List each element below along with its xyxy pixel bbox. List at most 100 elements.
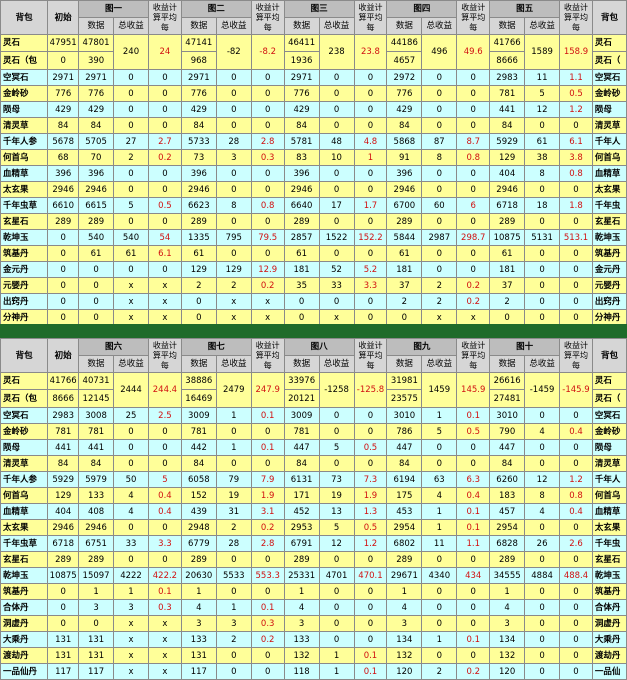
total-gain: 0: [421, 69, 458, 86]
data-value: 2971: [283, 69, 320, 86]
total-gain: 0: [318, 213, 355, 230]
row-label-right: 渡劫丹: [591, 647, 627, 664]
total-gain: 0: [421, 439, 458, 456]
avg-gain: 0: [147, 551, 182, 568]
avg-gain: 0: [456, 261, 491, 278]
data-value: 781: [78, 423, 115, 440]
total-gain: 87: [421, 133, 458, 150]
row-label: 筑基丹: [0, 583, 49, 600]
data-value: 117: [78, 663, 115, 680]
avg-header: 收益计算平均每: [559, 338, 593, 373]
avg-gain: 0: [559, 117, 593, 134]
data-value: 4: [180, 599, 217, 616]
avg-gain: 0: [147, 213, 182, 230]
avg-gain: 145.9: [456, 372, 491, 408]
avg-gain: 0: [147, 261, 182, 278]
avg-gain: 0: [250, 165, 285, 182]
avg-gain: 0.5: [353, 439, 388, 456]
total-gain: 540: [113, 229, 149, 246]
avg-gain: 0: [353, 245, 388, 262]
total-gain: 79: [215, 471, 252, 488]
total-gain: 0: [215, 101, 252, 118]
data-value: 3: [78, 599, 115, 616]
avg-gain: 0.1: [147, 583, 182, 600]
total-gain: 38: [524, 149, 561, 166]
data-value: 6751: [78, 535, 115, 552]
data-value: 2: [180, 277, 217, 294]
avg-gain: 7.9: [250, 471, 285, 488]
total-gain: 0: [318, 293, 355, 310]
data-value: 83: [283, 149, 320, 166]
avg-gain: x: [147, 277, 182, 294]
data-value: 6058: [180, 471, 217, 488]
total-gain: 5: [318, 519, 355, 536]
avg-gain: 1.2: [559, 471, 593, 488]
avg-gain: 1.2: [559, 101, 593, 118]
data-value: 84: [489, 117, 526, 134]
total-gain: 4: [113, 503, 149, 520]
initial-value: 289: [47, 551, 80, 568]
total-gain: 4: [524, 423, 561, 440]
total-gain: 0: [113, 181, 149, 198]
data-value: 1936: [283, 51, 320, 70]
total-gain: 0: [215, 647, 252, 664]
total-gain: 0: [113, 261, 149, 278]
data-value: 84: [78, 117, 115, 134]
row-label: 玄星石: [0, 551, 49, 568]
data-value: 6260: [489, 471, 526, 488]
row-label-right: 洞虚丹: [591, 615, 627, 632]
total-gain: 795: [215, 229, 252, 246]
initial-value: 2971: [47, 69, 80, 86]
total-gain: 26: [524, 535, 561, 552]
avg-gain: 0: [250, 85, 285, 102]
avg-header: 收益计算平均每: [559, 0, 593, 35]
row-label: 千年人参: [0, 133, 49, 150]
avg-gain: 0: [353, 615, 388, 632]
total-gain: 0: [318, 631, 355, 648]
avg-gain: 3.1: [250, 503, 285, 520]
gain-header: 总收益: [113, 17, 149, 35]
avg-gain: 0.2: [456, 293, 491, 310]
row-label-right: 元婴丹: [591, 277, 627, 294]
avg-gain: 0: [456, 551, 491, 568]
total-gain: 0: [215, 663, 252, 680]
data-value: 29671: [386, 567, 423, 584]
total-gain: 1: [318, 663, 355, 680]
avg-gain: 2.8: [250, 535, 285, 552]
avg-gain: 0.1: [456, 519, 491, 536]
total-gain: x: [113, 277, 149, 294]
data-value: 4: [386, 599, 423, 616]
total-gain: 8: [524, 165, 561, 182]
row-label-right: 灵石（: [591, 51, 627, 70]
total-gain: 27: [113, 133, 149, 150]
total-gain: 4884: [524, 567, 561, 584]
avg-gain: 0.4: [559, 503, 593, 520]
row-label-right: 太玄果: [591, 181, 627, 198]
avg-gain: 0: [353, 165, 388, 182]
row-label: 大乘丹: [0, 631, 49, 648]
data-value: 289: [489, 213, 526, 230]
data-header: 数据: [283, 355, 320, 373]
total-gain: -1459: [524, 372, 561, 408]
total-gain: 0: [524, 647, 561, 664]
avg-gain: 0: [559, 293, 593, 310]
avg-gain: 0: [559, 261, 593, 278]
avg-gain: 0: [147, 101, 182, 118]
total-gain: 0: [524, 277, 561, 294]
avg-gain: 5: [147, 471, 182, 488]
data-value: 47801: [78, 34, 115, 52]
row-label-right: 筑基丹: [591, 245, 627, 262]
avg-gain: 54: [147, 229, 182, 246]
data-value: 2971: [180, 69, 217, 86]
total-gain: 129: [215, 261, 252, 278]
avg-gain: 6: [456, 197, 491, 214]
data-value: 5868: [386, 133, 423, 150]
data-value: 453: [386, 503, 423, 520]
data-value: 776: [283, 85, 320, 102]
total-gain: 0: [524, 583, 561, 600]
total-gain: 240: [113, 34, 149, 70]
total-gain: 0: [215, 423, 252, 440]
row-label: 清灵草: [0, 117, 49, 134]
row-label-right: 血精草: [591, 503, 627, 520]
avg-gain: 0: [250, 663, 285, 680]
